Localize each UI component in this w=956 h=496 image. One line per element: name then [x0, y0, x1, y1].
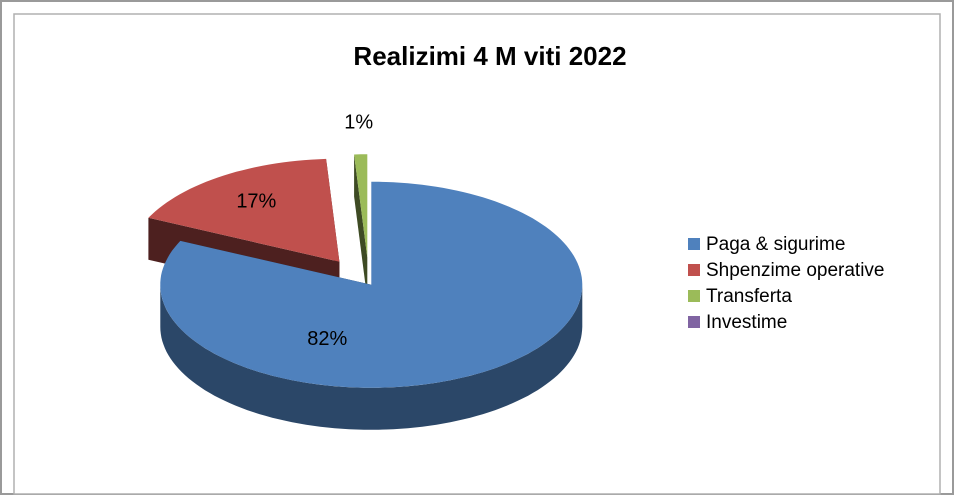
- legend-label: Investime: [706, 312, 787, 333]
- legend-swatch: [688, 264, 700, 276]
- legend-label: Paga & sigurime: [706, 234, 845, 255]
- slice-top: [354, 154, 368, 258]
- legend-label: Shpenzime operative: [706, 260, 885, 281]
- data-label: 1%: [344, 112, 373, 134]
- legend-swatch: [688, 290, 700, 302]
- slice-top: [148, 158, 340, 262]
- data-label: 82%: [307, 328, 347, 350]
- slice-wall: [160, 284, 583, 430]
- legend-swatch: [688, 238, 700, 250]
- data-label: 17%: [236, 190, 276, 212]
- pie-slice: [160, 181, 583, 430]
- slice-side: [354, 154, 368, 300]
- legend-label: Transferta: [706, 286, 792, 307]
- chart-title: Realizimi 4 M viti 2022: [353, 41, 626, 71]
- slice-top: [160, 181, 583, 388]
- legend-swatch: [688, 316, 700, 328]
- pie-slice: [354, 154, 368, 300]
